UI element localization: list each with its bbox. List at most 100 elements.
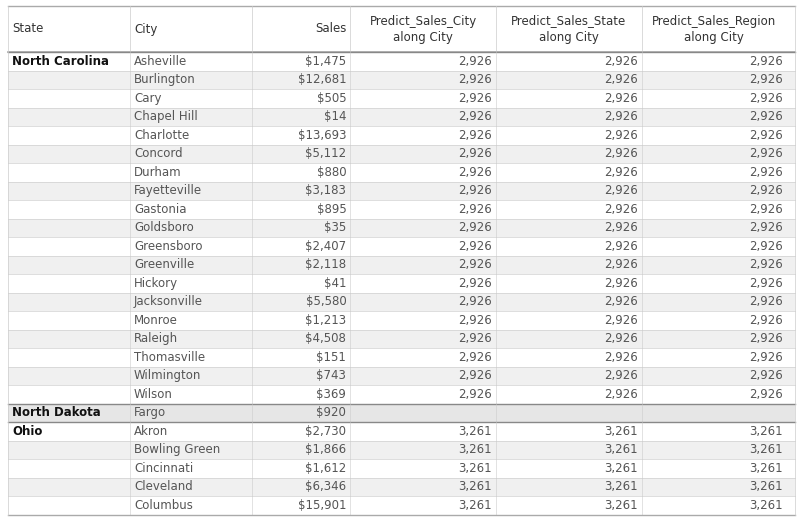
Text: 2,926: 2,926 [603, 184, 637, 197]
Text: Chapel Hill: Chapel Hill [134, 110, 197, 123]
Text: 2,926: 2,926 [458, 258, 492, 271]
Text: 2,926: 2,926 [458, 314, 492, 327]
Text: 2,926: 2,926 [458, 351, 492, 364]
Text: 3,261: 3,261 [748, 443, 782, 456]
Bar [8, 6, 794, 52]
Text: North Carolina: North Carolina [12, 55, 109, 68]
Text: $12,681: $12,681 [298, 73, 346, 86]
Text: Charlotte: Charlotte [134, 129, 189, 142]
Bar [8, 403, 794, 422]
Text: $5,580: $5,580 [306, 295, 346, 308]
Text: 2,926: 2,926 [458, 166, 492, 179]
Text: 2,926: 2,926 [748, 277, 782, 290]
Text: Hickory: Hickory [134, 277, 178, 290]
Text: Jacksonville: Jacksonville [134, 295, 203, 308]
Bar [8, 367, 794, 385]
Text: 2,926: 2,926 [748, 166, 782, 179]
Text: $13,693: $13,693 [298, 129, 346, 142]
Text: Predict_Sales_State
along City: Predict_Sales_State along City [511, 14, 626, 43]
Text: Sales: Sales [314, 22, 346, 36]
Text: Goldsboro: Goldsboro [134, 221, 193, 234]
Text: Wilmington: Wilmington [134, 369, 201, 382]
Text: Asheville: Asheville [134, 55, 187, 68]
Text: 2,926: 2,926 [748, 388, 782, 401]
Text: 2,926: 2,926 [748, 369, 782, 382]
Text: Cary: Cary [134, 92, 161, 105]
Text: Thomasville: Thomasville [134, 351, 205, 364]
Text: $35: $35 [324, 221, 346, 234]
Text: Bowling Green: Bowling Green [134, 443, 220, 456]
Text: 2,926: 2,926 [748, 73, 782, 86]
Text: 2,926: 2,926 [603, 388, 637, 401]
Text: 2,926: 2,926 [603, 314, 637, 327]
Text: 2,926: 2,926 [748, 55, 782, 68]
Text: $369: $369 [316, 388, 346, 401]
Text: 2,926: 2,926 [603, 240, 637, 253]
Text: Greenville: Greenville [134, 258, 194, 271]
Text: 2,926: 2,926 [458, 277, 492, 290]
Text: Wilson: Wilson [134, 388, 172, 401]
Text: Fayetteville: Fayetteville [134, 184, 202, 197]
Bar [8, 52, 794, 70]
Text: 2,926: 2,926 [748, 314, 782, 327]
Bar [8, 255, 794, 274]
Text: 2,926: 2,926 [603, 277, 637, 290]
Text: 3,261: 3,261 [458, 499, 492, 512]
Text: $895: $895 [316, 203, 346, 216]
Text: 2,926: 2,926 [458, 73, 492, 86]
Text: 2,926: 2,926 [748, 258, 782, 271]
Text: 3,261: 3,261 [748, 462, 782, 475]
Text: 2,926: 2,926 [748, 110, 782, 123]
Text: 2,926: 2,926 [748, 147, 782, 160]
Text: Akron: Akron [134, 425, 168, 438]
Text: $920: $920 [316, 407, 346, 419]
Text: 2,926: 2,926 [603, 147, 637, 160]
Bar [8, 108, 794, 126]
Text: 2,926: 2,926 [603, 369, 637, 382]
Bar [8, 237, 794, 255]
Bar [8, 459, 794, 478]
Text: 2,926: 2,926 [458, 184, 492, 197]
Bar [8, 218, 794, 237]
Text: 2,926: 2,926 [603, 166, 637, 179]
Text: Concord: Concord [134, 147, 182, 160]
Text: 2,926: 2,926 [603, 351, 637, 364]
Text: 2,926: 2,926 [603, 92, 637, 105]
Text: $505: $505 [316, 92, 346, 105]
Text: 3,261: 3,261 [603, 462, 637, 475]
Text: 2,926: 2,926 [458, 129, 492, 142]
Bar [8, 145, 794, 163]
Text: 3,261: 3,261 [603, 480, 637, 493]
Bar [8, 274, 794, 293]
Text: 2,926: 2,926 [458, 147, 492, 160]
Text: 2,926: 2,926 [458, 295, 492, 308]
Bar [8, 348, 794, 367]
Text: $1,866: $1,866 [305, 443, 346, 456]
Text: 2,926: 2,926 [458, 92, 492, 105]
Text: 2,926: 2,926 [603, 203, 637, 216]
Text: 2,926: 2,926 [603, 258, 637, 271]
Text: $6,346: $6,346 [305, 480, 346, 493]
Text: 2,926: 2,926 [603, 55, 637, 68]
Bar [8, 422, 794, 440]
Text: $2,407: $2,407 [305, 240, 346, 253]
Text: 3,261: 3,261 [458, 443, 492, 456]
Text: $151: $151 [316, 351, 346, 364]
Text: 2,926: 2,926 [748, 332, 782, 345]
Text: $1,612: $1,612 [305, 462, 346, 475]
Text: 2,926: 2,926 [458, 240, 492, 253]
Text: City: City [134, 22, 157, 36]
Text: 2,926: 2,926 [603, 129, 637, 142]
Text: Cleveland: Cleveland [134, 480, 192, 493]
Text: 3,261: 3,261 [603, 499, 637, 512]
Text: Durham: Durham [134, 166, 181, 179]
Text: $3,183: $3,183 [305, 184, 346, 197]
Text: 2,926: 2,926 [748, 203, 782, 216]
Text: 2,926: 2,926 [458, 203, 492, 216]
Text: $1,475: $1,475 [305, 55, 346, 68]
Bar [8, 200, 794, 218]
Bar [8, 181, 794, 200]
Bar [8, 70, 794, 89]
Bar [8, 126, 794, 145]
Text: 2,926: 2,926 [748, 351, 782, 364]
